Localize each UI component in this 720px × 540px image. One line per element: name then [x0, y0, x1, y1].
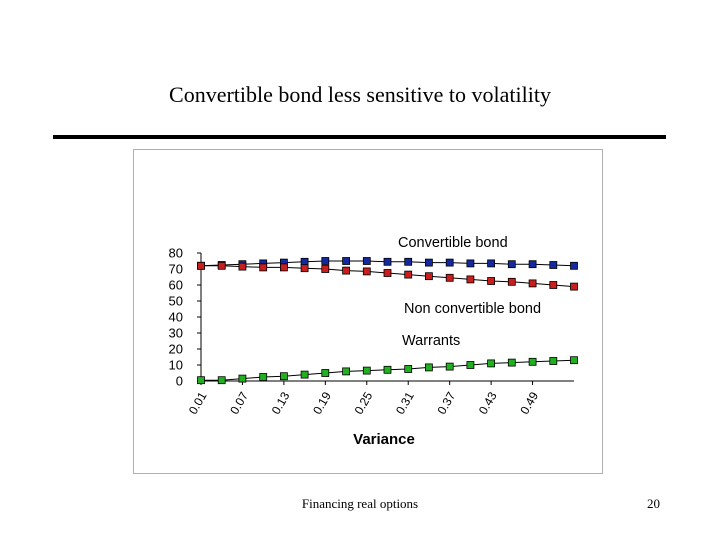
data-point — [424, 272, 433, 281]
data-point — [383, 269, 392, 277]
data-point — [507, 358, 516, 367]
x-tick-label: 0.43 — [476, 389, 500, 417]
x-axis: 0.01 0.07 0.13 0.19 0.25 0.31 0.37 0.43 0.49 — [186, 380, 574, 417]
data-point — [549, 357, 558, 365]
data-point — [445, 362, 454, 371]
data-point — [197, 261, 205, 270]
series-lines — [197, 257, 578, 385]
data-point — [487, 277, 496, 285]
page-number: 20 — [647, 496, 660, 511]
data-point — [528, 279, 537, 288]
data-point — [279, 372, 288, 381]
series-label-non-convertible-bond: Non convertible bond — [404, 301, 541, 317]
y-tick-label: 20 — [169, 342, 183, 357]
x-tick-label: 0.13 — [269, 389, 293, 417]
data-point — [362, 257, 371, 265]
y-tick-label: 30 — [169, 326, 183, 341]
data-point — [342, 257, 351, 265]
data-point — [321, 265, 330, 273]
y-tick-label: 10 — [169, 358, 183, 373]
y-tick-label: 0 — [176, 374, 183, 389]
data-point — [197, 376, 205, 385]
data-point — [507, 260, 516, 269]
data-point — [466, 275, 475, 284]
data-point — [300, 257, 309, 266]
data-point — [404, 365, 413, 373]
y-tick-label: 70 — [169, 262, 183, 277]
data-point — [300, 264, 309, 273]
title-divider — [53, 135, 666, 139]
slide-title: Convertible bond less sensitive to volat… — [169, 82, 551, 107]
data-point — [383, 257, 392, 266]
x-tick-label: 0.37 — [434, 389, 458, 417]
footer-text: Financing real options — [301, 496, 419, 511]
data-point — [466, 259, 475, 268]
data-point — [217, 261, 226, 270]
data-point — [342, 266, 351, 275]
series-label-convertible-bond: Convertible bond — [398, 235, 508, 251]
x-tick-label: 0.19 — [310, 389, 334, 417]
data-point — [424, 363, 433, 372]
data-point — [321, 257, 330, 265]
data-point — [404, 257, 413, 266]
data-point — [342, 367, 351, 376]
x-tick-label: 0.31 — [393, 389, 417, 417]
data-point — [528, 260, 537, 269]
data-point — [507, 277, 516, 286]
data-point — [570, 261, 578, 270]
y-tick-label: 40 — [169, 310, 183, 325]
x-tick-label: 0.07 — [227, 389, 251, 417]
data-point — [487, 359, 496, 368]
data-point — [445, 273, 454, 282]
data-point — [549, 261, 558, 269]
data-point — [238, 262, 247, 271]
data-point — [424, 258, 433, 267]
data-point — [487, 259, 496, 268]
data-point — [300, 370, 309, 379]
x-tick-label: 0.01 — [186, 389, 210, 417]
series-label-warrants: Warrants — [402, 333, 460, 349]
data-point — [445, 258, 454, 267]
data-point — [362, 267, 371, 276]
data-point — [528, 357, 537, 366]
data-point — [321, 369, 330, 377]
data-point — [259, 263, 268, 272]
data-point — [383, 365, 392, 374]
data-point — [570, 356, 578, 365]
x-axis-label: Variance — [353, 431, 415, 448]
data-point — [404, 270, 413, 279]
data-point — [217, 376, 226, 385]
data-point — [362, 366, 371, 375]
y-tick-label: 60 — [169, 278, 183, 293]
y-tick-label: 50 — [169, 294, 183, 309]
x-tick-label: 0.49 — [517, 389, 541, 417]
chart-frame: 0 10 20 30 40 50 60 70 80 0.01 0.07 0.13 0.19 0.25 0.… — [133, 149, 603, 474]
data-point — [466, 361, 475, 369]
data-point — [259, 373, 268, 381]
y-tick-label: 80 — [169, 246, 183, 261]
data-point — [570, 282, 578, 291]
data-point — [238, 374, 247, 383]
data-point — [279, 263, 288, 272]
x-tick-label: 0.25 — [352, 389, 376, 417]
data-point — [549, 281, 558, 289]
